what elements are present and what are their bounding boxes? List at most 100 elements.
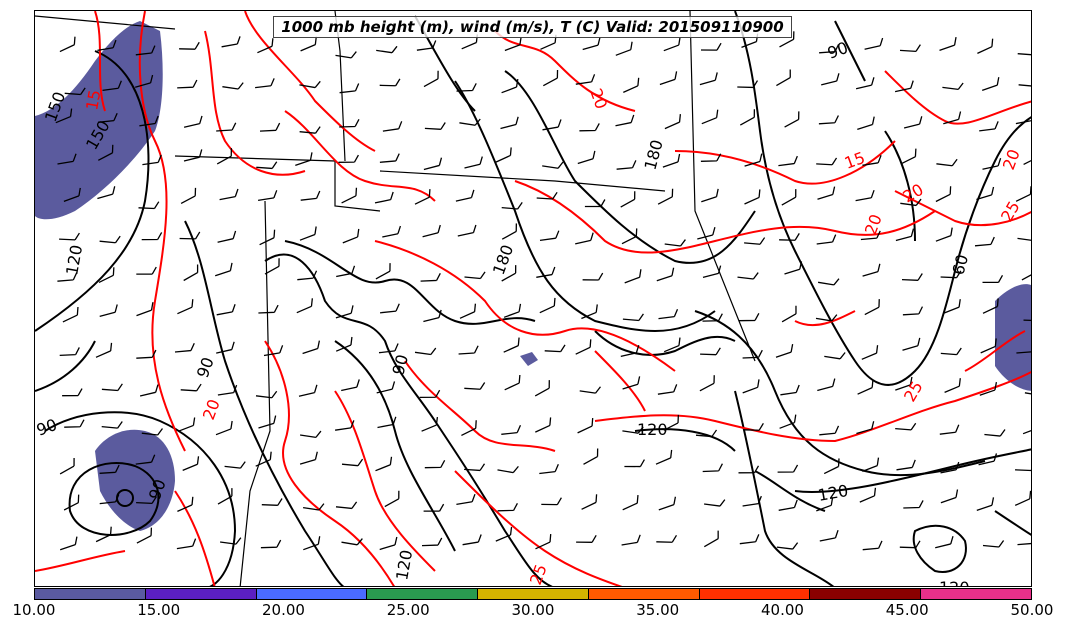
wind-barb xyxy=(382,121,403,132)
wind-barb xyxy=(303,536,321,551)
wind-barb xyxy=(183,115,203,128)
wind-barb xyxy=(980,338,997,354)
wind-barb xyxy=(575,74,596,85)
wind-barb xyxy=(1016,344,1031,354)
wind-barb xyxy=(495,147,512,163)
wind-barb xyxy=(702,265,722,279)
wind-barb xyxy=(456,493,476,506)
wind-barb xyxy=(95,342,113,358)
wind-barb xyxy=(781,189,797,206)
wind-barb xyxy=(259,229,276,246)
wind-barb xyxy=(981,77,1000,92)
wind-barb xyxy=(659,71,678,86)
wind-barb xyxy=(57,153,77,165)
wind-barb xyxy=(534,380,550,397)
wind-barb xyxy=(255,390,278,399)
wind-barbs xyxy=(55,31,1031,551)
wind-barb xyxy=(64,419,85,428)
wind-barb xyxy=(1015,463,1031,472)
temperature-label: 15 xyxy=(842,148,868,173)
height-label: 60 xyxy=(949,252,973,277)
wind-barb xyxy=(984,429,1006,437)
height-label: 120 xyxy=(816,481,849,505)
wind-barb xyxy=(174,342,195,353)
wind-barb xyxy=(819,425,840,436)
wind-barb xyxy=(456,83,477,92)
wind-barb xyxy=(535,417,552,433)
wind-barb xyxy=(623,77,640,93)
wind-barb xyxy=(539,230,560,242)
wind-barb xyxy=(1024,388,1031,396)
wind-barb xyxy=(141,428,163,436)
wind-barb xyxy=(976,497,995,512)
wind-barb xyxy=(974,236,995,247)
wind-barb xyxy=(139,384,159,397)
wind-barb xyxy=(183,264,199,282)
wind-barb xyxy=(1014,490,1031,506)
wind-barb xyxy=(862,263,881,277)
wind-barb xyxy=(414,347,437,356)
wind-barb xyxy=(576,535,597,543)
colorbar-tick-label: 50.00 xyxy=(1010,601,1054,619)
wind-barb xyxy=(819,44,840,54)
height-label: 90 xyxy=(825,38,851,63)
wind-barb xyxy=(102,80,122,92)
wind-barb xyxy=(663,414,680,431)
map-canvas: 150 120 90 180 180 150 90 90 120 120 120… xyxy=(35,11,1031,586)
wind-barb xyxy=(780,384,800,396)
wind-barb xyxy=(215,420,233,436)
wind-barb xyxy=(817,378,836,392)
wind-barb xyxy=(859,487,877,503)
wind-barb xyxy=(136,302,154,317)
wind-barb xyxy=(182,456,200,472)
wind-barb xyxy=(177,496,194,512)
wind-barb xyxy=(697,227,716,240)
wind-barb xyxy=(303,503,325,511)
wind-barb xyxy=(622,313,644,322)
wind-barb xyxy=(141,232,163,241)
wind-barb xyxy=(335,336,353,352)
wind-barb xyxy=(457,224,477,237)
wind-barb xyxy=(501,424,522,435)
colorbar xyxy=(34,588,1032,600)
wind-barb xyxy=(423,503,445,512)
wind-barb xyxy=(179,231,201,240)
wind-barb xyxy=(299,451,318,465)
wind-barb xyxy=(935,536,954,549)
wind-barb xyxy=(341,538,363,546)
wind-barb xyxy=(257,38,274,54)
wind-barb xyxy=(824,352,846,360)
wind-barb xyxy=(775,344,794,358)
wind-barb xyxy=(464,382,486,390)
wind-barb xyxy=(464,156,483,169)
temperature-label: 20 xyxy=(586,86,611,112)
wind-speed-shading xyxy=(35,21,1031,531)
wind-barb xyxy=(535,534,552,550)
wind-barb xyxy=(899,44,921,53)
wind-barb xyxy=(621,534,641,546)
wind-barb xyxy=(900,148,917,165)
height-label: 90 xyxy=(193,355,218,381)
wind-barb xyxy=(702,463,723,473)
wind-barb xyxy=(216,341,235,354)
wind-barb xyxy=(738,313,760,322)
colorbar-tick-label: 20.00 xyxy=(262,601,305,619)
map-title: 1000 mb height (m), wind (m/s), T (C) Va… xyxy=(273,16,792,38)
height-label: 90 xyxy=(35,415,59,440)
wind-barb xyxy=(503,303,522,318)
colorbar-segment xyxy=(810,589,922,599)
wind-barb xyxy=(862,457,880,473)
temperature-label: 20 xyxy=(199,397,224,423)
wind-barb xyxy=(335,305,354,319)
wind-barb xyxy=(423,309,442,323)
wind-barb xyxy=(583,448,599,465)
wind-barb xyxy=(575,232,594,245)
wind-barb xyxy=(701,109,719,125)
wind-barb xyxy=(342,228,360,244)
wind-barb xyxy=(136,349,157,359)
wind-barb xyxy=(298,384,318,397)
wind-barb xyxy=(615,114,635,127)
wind-barb xyxy=(256,161,278,170)
wind-barb xyxy=(940,347,962,356)
wind-barb xyxy=(662,153,681,168)
